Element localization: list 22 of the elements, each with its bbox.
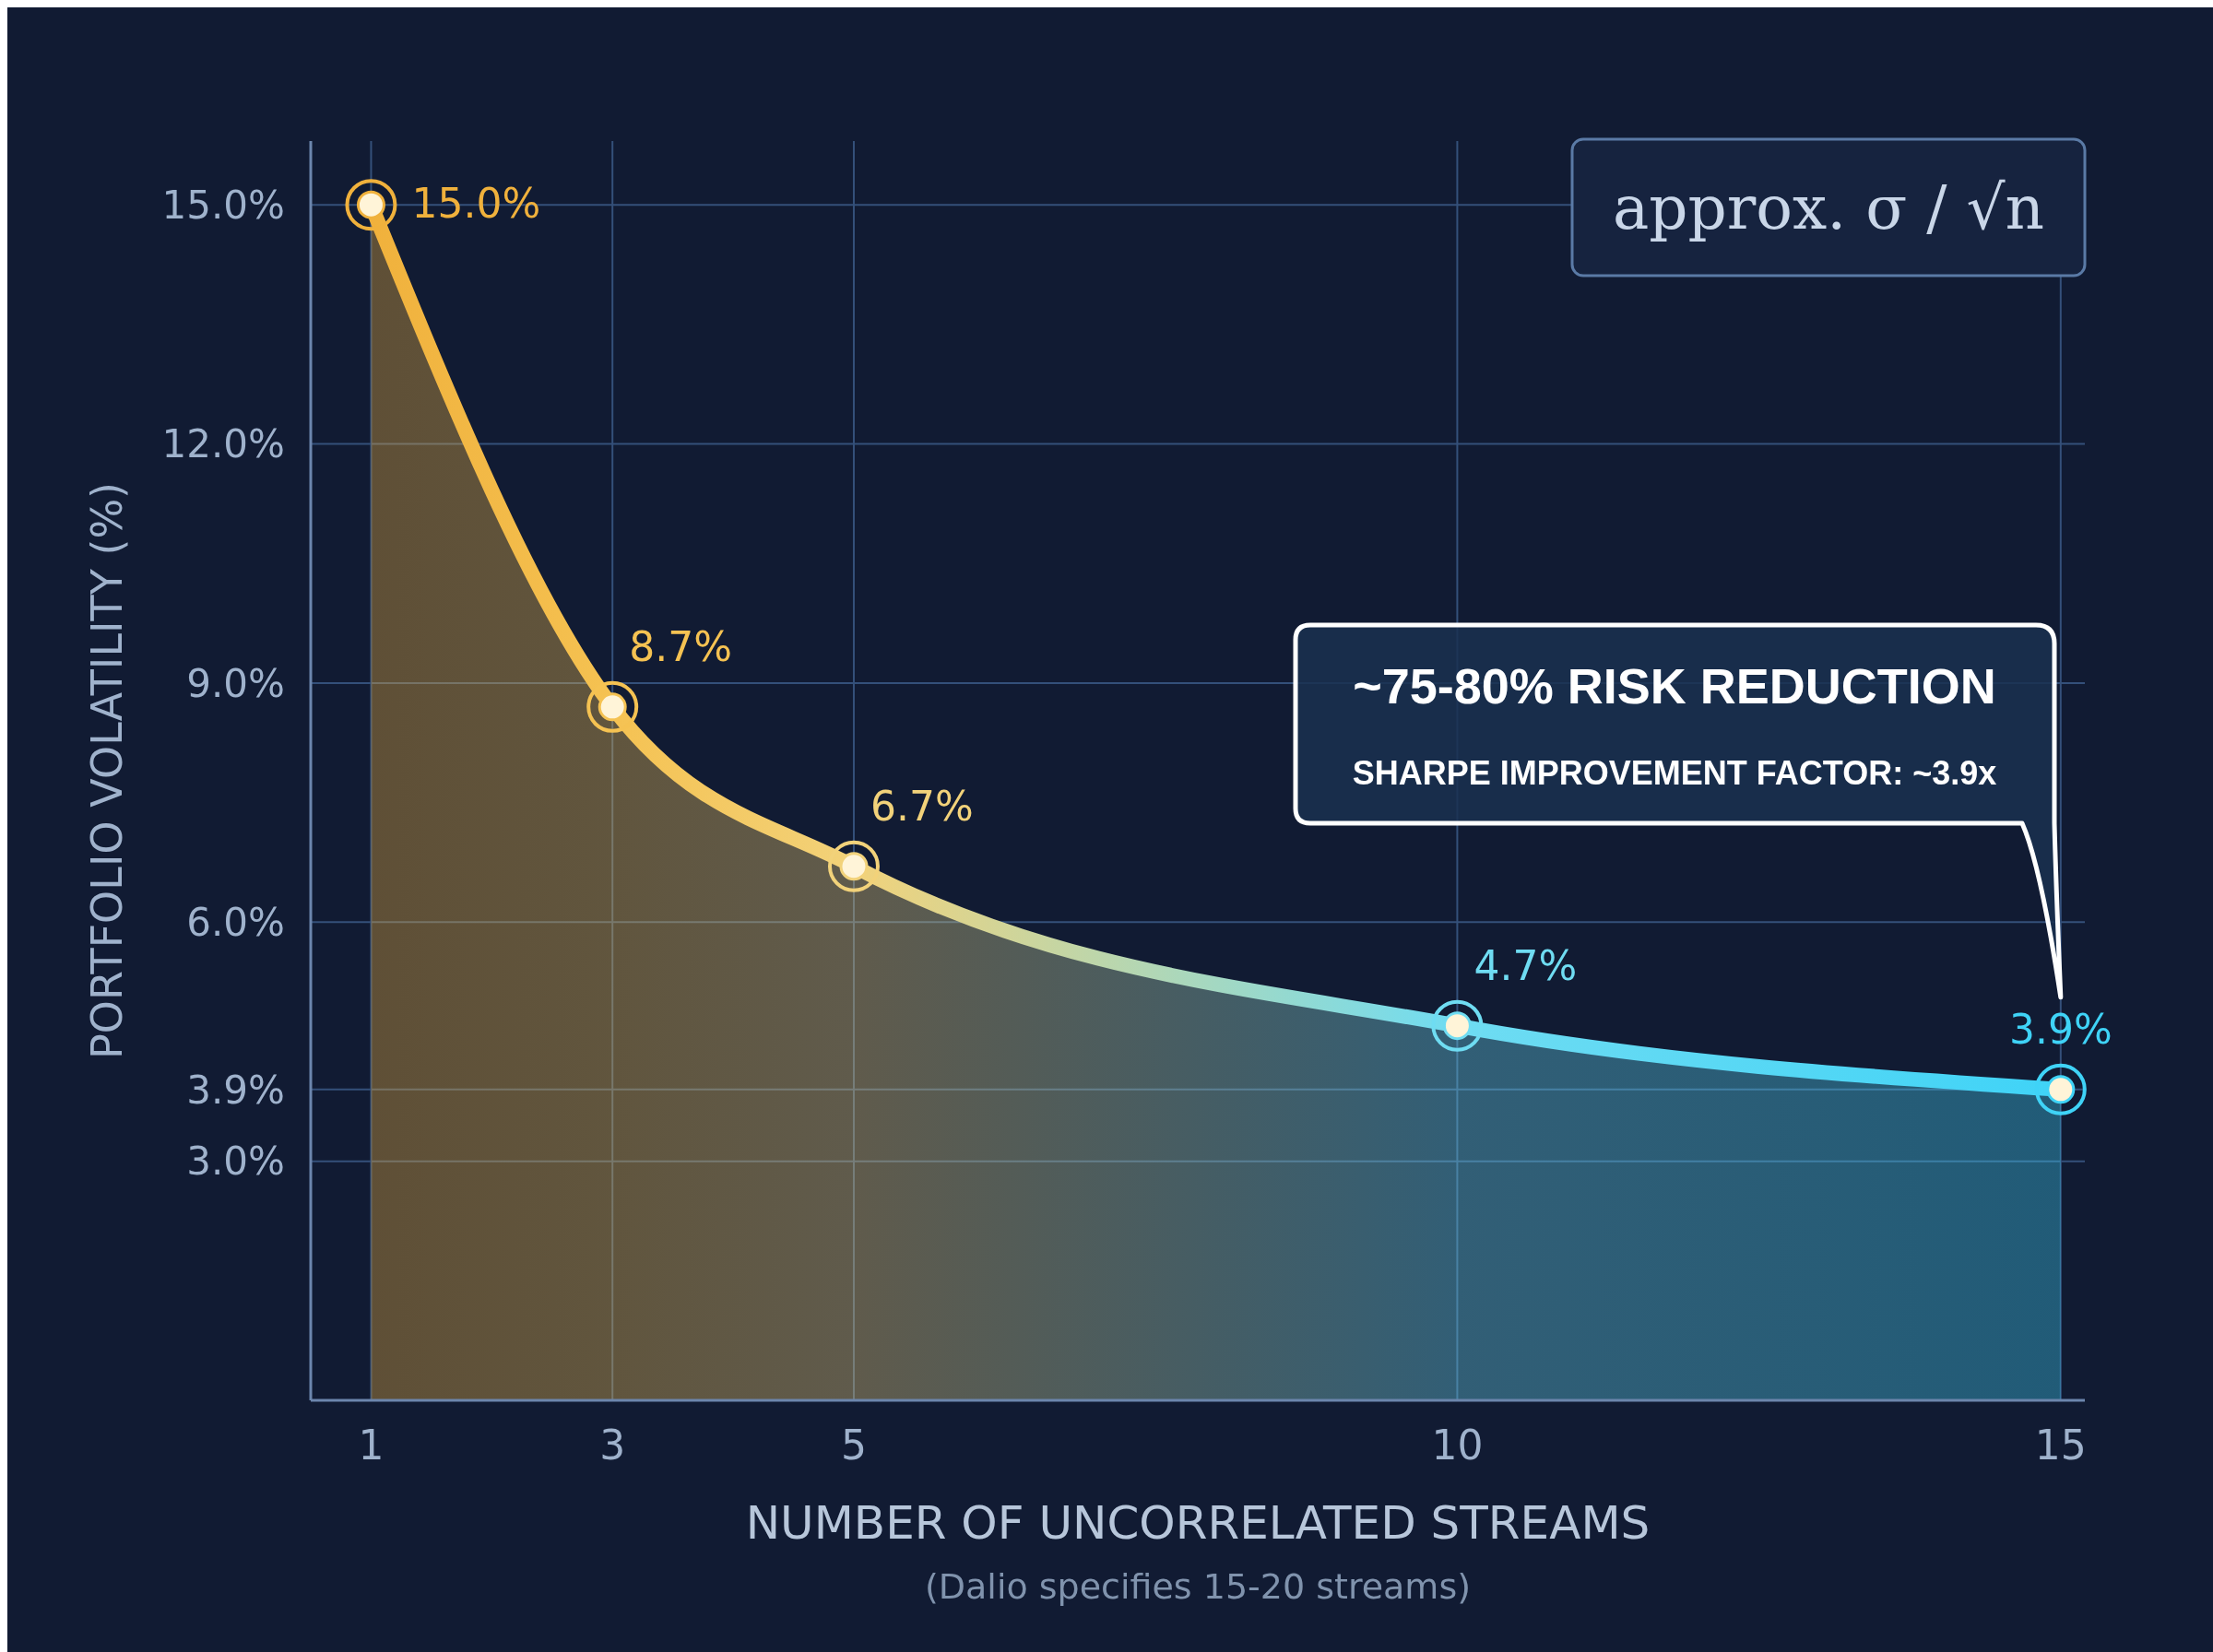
text: (Dalio specifies 15-20 streams) <box>924 1566 1472 1607</box>
y-tick-label: 15.0% <box>161 182 285 228</box>
x-tick-label: 5 <box>840 1422 867 1469</box>
annotation: approx. σ / √n <box>1612 172 2045 243</box>
annotation: SHARPE IMPROVEMENT FACTOR: ~3.9x <box>1352 754 1997 792</box>
annotation: ~75-80% RISK REDUCTION <box>1353 658 1996 714</box>
y-tick-label: 3.9% <box>186 1067 285 1113</box>
y-tick-label: 9.0% <box>186 660 285 706</box>
data-label: 15.0% <box>411 180 541 228</box>
x-tick-label: 15 <box>2034 1422 2087 1469</box>
data-label: 8.7% <box>629 622 733 670</box>
x-tick-label: 3 <box>599 1422 626 1469</box>
x-tick-label: 10 <box>1431 1422 1484 1469</box>
y-axis-title: PORTFOLIO VOLATILITY (%) <box>82 481 132 1060</box>
x-tick-label: 1 <box>358 1422 385 1469</box>
data-label: 3.9% <box>2008 1005 2112 1053</box>
y-tick-label: 3.0% <box>186 1139 285 1185</box>
y-tick-label: 6.0% <box>186 899 285 945</box>
x-axis-title: NUMBER OF UNCORRELATED STREAMS <box>745 1496 1651 1550</box>
y-tick-label: 12.0% <box>161 421 285 467</box>
data-label: 6.7% <box>870 782 974 830</box>
data-label: 4.7% <box>1473 941 1578 989</box>
